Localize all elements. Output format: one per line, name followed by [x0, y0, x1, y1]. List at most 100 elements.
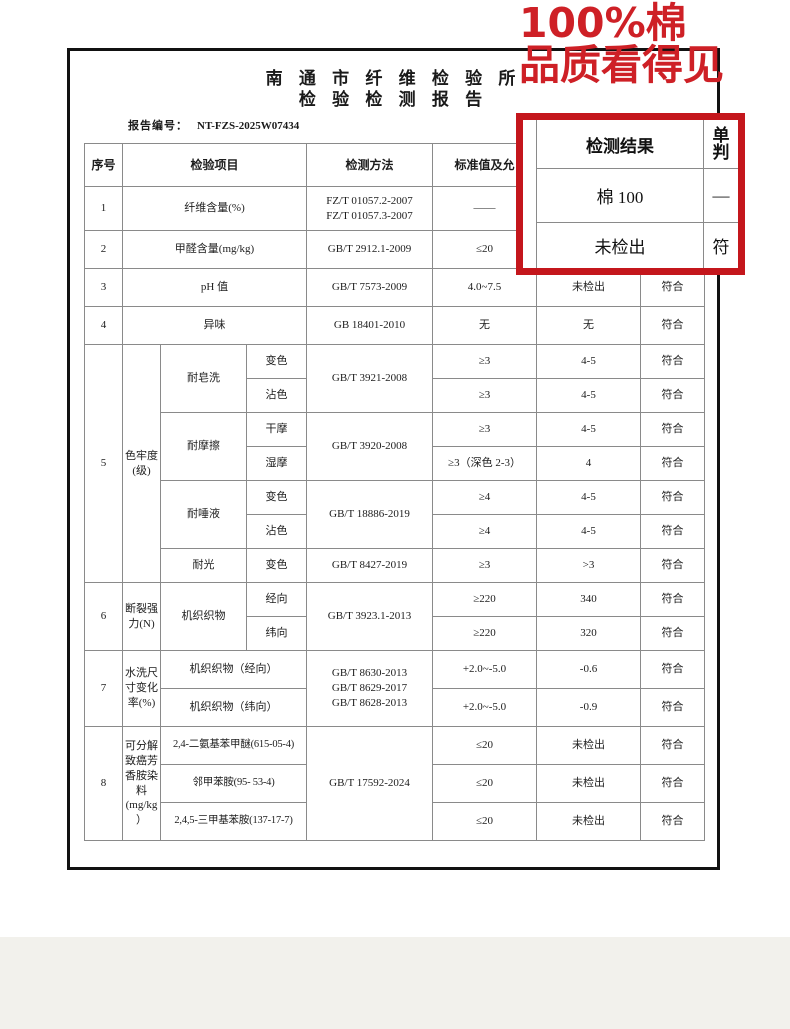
table-row: 8 可分解 致癌芳 香胺染 料 (mg/kg ） 2,4-二氨基苯甲醚(615-… [84, 726, 706, 841]
group7-standard: +2.0~-5.0 [432, 650, 538, 689]
group8-sub-line: 邻甲苯胺(95- 53-4) [159, 764, 308, 803]
group5-standard: ≥3（深色 2-3） [432, 446, 538, 481]
group8-item: 可分解 致癌芳 香胺染 料 (mg/kg ） [122, 726, 161, 841]
group5-method-saliva: GB/T 18886-2019 [306, 480, 434, 549]
group8-standard: ≤20 [432, 726, 538, 765]
table-row: 耐光 变色 GB/T 8427-2019 ≥3 >3 符合 [85, 548, 706, 583]
callout-result-column: 检测结果 棉 100 未检出 [537, 120, 704, 268]
group7-item-l1: 水洗尺 [125, 667, 158, 680]
report-number-label: 报告编号： [128, 120, 188, 132]
group8-item-l5: (mg/kg [125, 799, 158, 812]
row1-method-l1: FZ/T 01057.2-2007 [326, 194, 413, 207]
table-row: 5 色牢度 (级) 耐皂洗 变色 GB/T 3921-2008 ≥3 4-5 符… [84, 344, 706, 583]
table-row: 6 断裂强 力(N) 机织织物 经向 GB/T 3923.1-2013 ≥220… [84, 582, 706, 651]
group5-judgement: 符合 [640, 446, 706, 481]
table-row: 2,4,5-三甲基苯胺(137-17-7) ≤20 未检出 符合 [85, 802, 706, 841]
group5-method-soap: GB/T 3921-2008 [306, 344, 434, 413]
row4-item: 异味 [121, 306, 308, 345]
row4-method: GB 18401-2010 [306, 306, 434, 345]
group8-judgement: 符合 [640, 726, 706, 765]
group5-sub-name-saliva: 耐唾液 [160, 480, 247, 549]
row1-method-l2: FZ/T 01057.3-2007 [326, 209, 413, 222]
row4-result: 无 [536, 306, 642, 345]
group7-result: -0.6 [536, 650, 642, 689]
row1-no: 1 [84, 186, 123, 231]
group5-standard: ≥4 [432, 480, 538, 515]
group5-judgement: 符合 [640, 514, 706, 549]
group6-method: GB/T 3923.1-2013 [306, 582, 434, 651]
group6-item-l2: 力(N) [128, 617, 155, 630]
report-number-value: NT-FZS-2025W07434 [197, 120, 300, 132]
group6-fabric: 机织织物 [160, 582, 247, 651]
group8-sub-line: 2,4-二氨基苯甲醚(615-05-4) [159, 726, 308, 765]
group5-judgement: 符合 [640, 344, 706, 379]
group5-judgement: 符合 [640, 378, 706, 413]
group5-result: 4-5 [536, 412, 642, 447]
group5-item: 色牢度 (级) [122, 344, 161, 583]
group6-result: 340 [536, 582, 642, 617]
group7-method-l2: GB/T 8629-2017 [331, 682, 408, 695]
group5-sub-line: 干摩 [245, 412, 308, 447]
group8-item-l6: ） [136, 814, 147, 827]
callout-judgement-header: 单 判 [704, 120, 738, 169]
group8-item-l1: 可分解 [125, 739, 158, 752]
group7-result: -0.9 [536, 688, 642, 727]
group5-standard: ≥4 [432, 514, 538, 549]
callout-judgement-header-l2: 判 [712, 143, 730, 162]
group5-sub-name-light: 耐光 [160, 548, 247, 583]
group7-sub-line: 机织织物（纬向） [159, 688, 308, 727]
col-header-no: 序号 [84, 143, 123, 187]
report-title-line-2: 检 验 检 测 报 告 [298, 90, 489, 109]
promo-headline: 100%棉 品质看得见 [519, 0, 724, 90]
group6-judgement: 符合 [640, 616, 706, 651]
group6-standard: ≥220 [432, 582, 538, 617]
group8-result: 未检出 [536, 802, 642, 841]
table-row: 邻甲苯胺(95- 53-4) ≤20 未检出 符合 [85, 764, 706, 803]
result-column-callout: 检测结果 棉 100 未检出 单 判 — 符 [516, 113, 745, 275]
group7-sub-line: 机织织物（经向） [159, 650, 308, 689]
group8-sub-line: 2,4,5-三甲基苯胺(137-17-7) [159, 802, 308, 841]
group5-standard: ≥3 [432, 412, 538, 447]
group5-result: 4 [536, 446, 642, 481]
callout-left-gutter [523, 120, 537, 268]
group8-result: 未检出 [536, 726, 642, 765]
group5-result: 4-5 [536, 378, 642, 413]
group6-standard: ≥220 [432, 616, 538, 651]
group5-item-l1: 色牢度 [125, 449, 158, 462]
group5-method-light: GB/T 8427-2019 [306, 548, 434, 583]
group5-standard: ≥3 [432, 548, 538, 583]
group5-judgement: 符合 [640, 412, 706, 447]
callout-judgement-column: 单 判 — 符 [704, 120, 738, 268]
group5-sub-line: 湿摩 [245, 446, 308, 481]
table-row: 耐唾液 变色 GB/T 18886-2019 ≥4 4-5 符合 [85, 480, 706, 549]
row4-no: 4 [84, 306, 123, 345]
group7-item: 水洗尺 寸变化 率(%) [122, 650, 161, 727]
group8-no: 8 [84, 726, 123, 841]
group5-judgement: 符合 [640, 480, 706, 515]
table-row: 7 水洗尺 寸变化 率(%) 机织织物（经向） GB/T 8630-2013 G… [84, 650, 706, 727]
group8-item-l2: 致癌芳 [125, 754, 158, 767]
group5-item-l2: (级) [132, 464, 151, 477]
row2-method: GB/T 2912.1-2009 [306, 230, 434, 269]
group7-item-l2: 寸变化 [125, 682, 158, 695]
group7-judgement: 符合 [640, 688, 706, 727]
group6-no: 6 [84, 582, 123, 651]
row3-item: pH 值 [121, 268, 308, 307]
report-heading: 南 通 市 纤 维 检 验 所 检 验 检 测 报 告 [70, 51, 717, 110]
promo-line-1: 100%棉 [519, 0, 687, 47]
group5-sub-line: 变色 [245, 344, 308, 379]
group5-sub-line: 沾色 [245, 514, 308, 549]
group5-result: 4-5 [536, 344, 642, 379]
row4-judgement: 符合 [640, 306, 706, 345]
callout-judgement-row2: 符 [712, 238, 730, 257]
group7-method-l3: GB/T 8628-2013 [331, 696, 408, 709]
group7-item-l3: 率(%) [127, 696, 156, 709]
group8-judgement: 符合 [640, 802, 706, 841]
row2-item: 甲醛含量(mg/kg) [121, 230, 308, 269]
row1-item: 纤维含量(%) [121, 186, 308, 231]
group7-method-l1: GB/T 8630-2013 [331, 667, 408, 680]
promo-line-2: 品质看得见 [519, 41, 724, 90]
group7-judgement: 符合 [640, 650, 706, 689]
group7-standard: +2.0~-5.0 [432, 688, 538, 727]
